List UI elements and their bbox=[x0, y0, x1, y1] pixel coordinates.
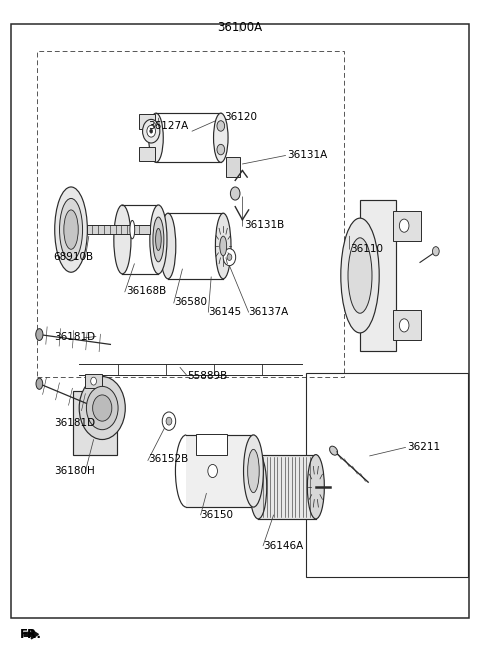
Ellipse shape bbox=[36, 329, 43, 340]
Bar bbox=[360, 200, 396, 351]
Circle shape bbox=[166, 417, 172, 425]
Text: 36131B: 36131B bbox=[244, 220, 284, 230]
Text: 36110: 36110 bbox=[350, 244, 384, 255]
Ellipse shape bbox=[160, 213, 176, 279]
Bar bbox=[73, 391, 117, 455]
Bar bbox=[139, 114, 155, 129]
Circle shape bbox=[93, 395, 112, 421]
Bar bbox=[87, 225, 150, 234]
Bar bbox=[306, 373, 468, 577]
Circle shape bbox=[217, 144, 225, 155]
Ellipse shape bbox=[341, 218, 379, 333]
Circle shape bbox=[143, 119, 160, 143]
Ellipse shape bbox=[216, 213, 231, 279]
Bar bbox=[186, 435, 253, 507]
Text: 36127A: 36127A bbox=[148, 121, 188, 131]
FancyBboxPatch shape bbox=[196, 434, 227, 455]
Text: 55889B: 55889B bbox=[187, 371, 228, 381]
Ellipse shape bbox=[150, 205, 167, 274]
Text: 36180H: 36180H bbox=[54, 466, 95, 476]
Circle shape bbox=[223, 249, 236, 266]
Ellipse shape bbox=[250, 455, 267, 519]
Text: 36580: 36580 bbox=[174, 297, 207, 307]
Text: 36137A: 36137A bbox=[249, 307, 289, 318]
Circle shape bbox=[162, 412, 176, 430]
Ellipse shape bbox=[114, 205, 131, 274]
Circle shape bbox=[91, 377, 96, 385]
Text: FR.: FR. bbox=[20, 628, 42, 641]
Bar bbox=[37, 51, 344, 377]
Ellipse shape bbox=[220, 236, 227, 256]
Circle shape bbox=[399, 319, 409, 332]
Ellipse shape bbox=[36, 378, 43, 390]
Text: 36100A: 36100A bbox=[217, 21, 263, 34]
Text: 36145: 36145 bbox=[208, 307, 241, 318]
Ellipse shape bbox=[60, 198, 83, 260]
Ellipse shape bbox=[307, 455, 324, 519]
Text: 36150: 36150 bbox=[201, 510, 234, 520]
Circle shape bbox=[227, 254, 232, 260]
Circle shape bbox=[150, 129, 153, 133]
Circle shape bbox=[230, 187, 240, 200]
Ellipse shape bbox=[64, 210, 78, 249]
Ellipse shape bbox=[156, 228, 161, 251]
Ellipse shape bbox=[153, 217, 164, 262]
Bar bbox=[258, 455, 316, 519]
Text: 36181D: 36181D bbox=[54, 418, 95, 428]
Text: 36168B: 36168B bbox=[126, 286, 166, 297]
Circle shape bbox=[208, 464, 217, 478]
Text: 36131A: 36131A bbox=[287, 150, 327, 161]
Ellipse shape bbox=[149, 113, 163, 163]
Bar bbox=[226, 157, 240, 177]
Circle shape bbox=[399, 219, 409, 232]
Ellipse shape bbox=[330, 446, 337, 455]
Text: 36152B: 36152B bbox=[148, 454, 188, 464]
FancyBboxPatch shape bbox=[393, 310, 421, 340]
Text: 36181D: 36181D bbox=[54, 331, 95, 342]
Text: 36120: 36120 bbox=[225, 112, 258, 122]
Circle shape bbox=[217, 121, 225, 131]
Ellipse shape bbox=[348, 238, 372, 314]
Ellipse shape bbox=[130, 220, 135, 239]
FancyBboxPatch shape bbox=[393, 211, 421, 241]
Circle shape bbox=[86, 386, 118, 430]
Circle shape bbox=[79, 377, 125, 440]
Bar bbox=[85, 374, 102, 388]
Ellipse shape bbox=[248, 449, 259, 493]
Ellipse shape bbox=[243, 435, 264, 507]
Circle shape bbox=[147, 125, 156, 137]
Ellipse shape bbox=[55, 187, 87, 272]
Text: 36146A: 36146A bbox=[263, 541, 303, 551]
Circle shape bbox=[432, 247, 439, 256]
Polygon shape bbox=[24, 630, 38, 639]
Bar bbox=[139, 147, 155, 161]
Ellipse shape bbox=[214, 113, 228, 163]
Text: 36211: 36211 bbox=[407, 442, 440, 453]
Text: 68910B: 68910B bbox=[53, 252, 93, 262]
